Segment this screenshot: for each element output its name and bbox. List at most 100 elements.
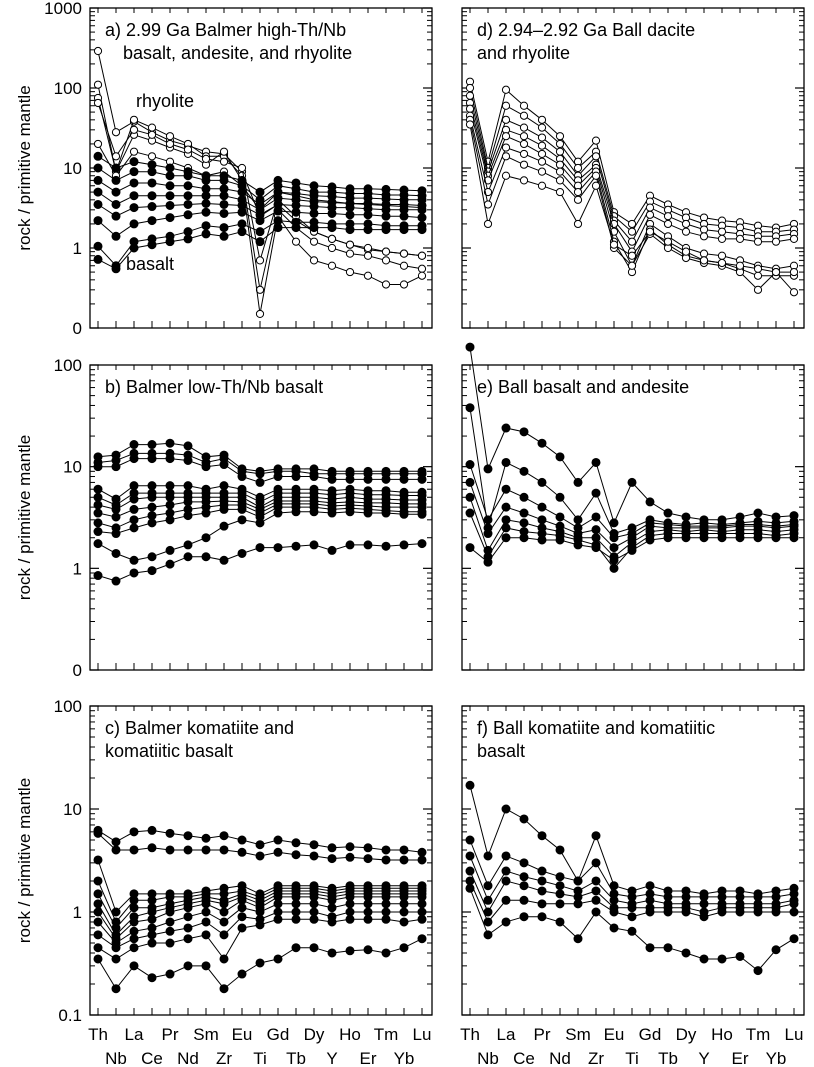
data-point (309, 840, 319, 850)
data-point (129, 934, 139, 944)
data-point (111, 837, 121, 847)
data-point (519, 176, 529, 185)
data-point (735, 261, 745, 270)
data-point (753, 285, 763, 294)
series-11 (93, 206, 427, 241)
data-point (237, 504, 247, 514)
data-point (381, 855, 391, 865)
data-point (93, 216, 103, 226)
y-axis-label: rock / primitive mantle (15, 778, 34, 943)
data-point (129, 568, 139, 578)
data-point (465, 543, 475, 553)
data-point (309, 851, 319, 861)
y-tick-label: 100 (54, 697, 82, 716)
data-point (501, 423, 511, 433)
data-point (201, 833, 211, 843)
data-point (717, 227, 727, 236)
data-point (537, 899, 547, 909)
data-point (681, 247, 691, 256)
data-point (501, 523, 511, 533)
data-point (165, 132, 175, 141)
data-point (111, 152, 121, 161)
data-point (609, 923, 619, 933)
data-point (165, 515, 175, 525)
data-point (519, 508, 529, 518)
data-point (537, 167, 547, 176)
data-point (345, 899, 355, 909)
data-point (93, 943, 103, 953)
data-point (129, 219, 139, 229)
data-point (591, 171, 601, 180)
data-point (201, 207, 211, 217)
y-tick-label: 10 (63, 159, 82, 178)
data-point (219, 147, 229, 156)
data-point (663, 219, 673, 229)
data-point (609, 907, 619, 917)
y-tick-label: 100 (54, 356, 82, 375)
data-point (501, 866, 511, 876)
data-point (789, 907, 799, 917)
data-point (627, 912, 637, 922)
data-point (111, 943, 121, 953)
data-point (111, 954, 121, 964)
data-point (645, 535, 655, 545)
data-point (111, 984, 121, 994)
data-point (165, 845, 175, 855)
data-point (147, 492, 157, 502)
data-point (537, 141, 547, 150)
data-point (537, 515, 547, 525)
data-point (93, 508, 103, 518)
data-point (93, 175, 103, 185)
data-point (309, 472, 319, 482)
data-point (345, 267, 355, 277)
data-point (201, 899, 211, 909)
data-point (201, 221, 211, 231)
data-point (537, 115, 547, 124)
data-point (147, 454, 157, 464)
data-point (417, 271, 427, 280)
data-point (327, 948, 337, 958)
data-point (681, 533, 691, 543)
data-point (93, 899, 103, 909)
data-point (183, 171, 193, 181)
data-point (165, 545, 175, 555)
data-point (465, 835, 475, 845)
data-point (309, 223, 319, 233)
data-point (645, 227, 655, 236)
data-point (219, 831, 229, 841)
data-point (291, 472, 301, 482)
data-point (219, 930, 229, 940)
data-point (501, 457, 511, 467)
data-point (219, 555, 229, 565)
data-point (501, 515, 511, 525)
series-1 (465, 780, 799, 899)
data-point (345, 914, 355, 924)
data-point (273, 206, 283, 216)
data-point (237, 515, 247, 525)
x-tick-label: Pr (162, 1025, 179, 1044)
panel-title: b) Balmer low-Th/Nb basalt (105, 377, 323, 397)
data-point (219, 899, 229, 909)
data-point (363, 271, 373, 280)
data-point (591, 457, 601, 467)
data-point (699, 256, 709, 265)
data-point (111, 512, 121, 522)
series-10 (93, 914, 427, 964)
data-point (363, 225, 373, 235)
data-point (345, 946, 355, 956)
data-point (237, 548, 247, 558)
data-point (93, 930, 103, 940)
data-point (627, 903, 637, 913)
x-tick-label: Th (460, 1025, 480, 1044)
data-point (165, 213, 175, 223)
data-point (327, 854, 337, 864)
data-point (501, 851, 511, 861)
data-point (147, 895, 157, 905)
data-point (381, 948, 391, 958)
data-point (147, 914, 157, 924)
data-point (519, 872, 529, 882)
data-point (789, 533, 799, 543)
series-8 (93, 175, 427, 209)
data-point (255, 840, 265, 850)
